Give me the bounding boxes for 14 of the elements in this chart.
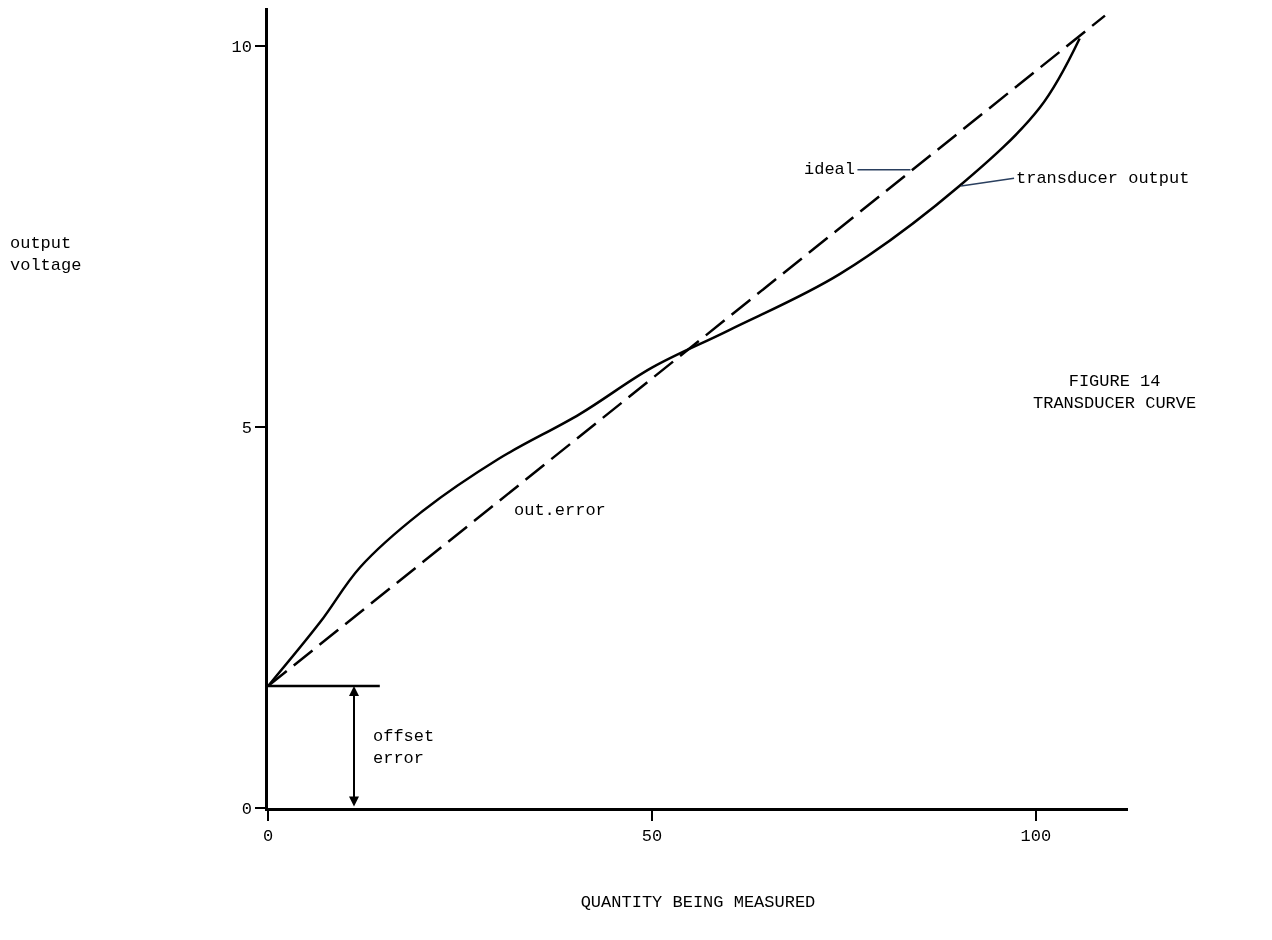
x-tick-label: 0 <box>262 827 274 847</box>
x-axis-title: QUANTITY BEING MEASURED <box>580 892 816 912</box>
y-tick-label: 5 <box>241 419 252 438</box>
annotation: TRANSDUCER CURVE <box>1033 394 1197 414</box>
annotation: out.error <box>514 501 606 520</box>
x-tick-label: 50 <box>641 827 663 847</box>
annotation: FIGURE 14 <box>1068 372 1161 391</box>
text: output voltage <box>10 234 82 276</box>
y-tick-label: 10 <box>231 38 252 58</box>
x-tick-label: 100 <box>1020 827 1052 847</box>
ref-line-label: offset error <box>373 727 435 769</box>
y-tick-label: 0 <box>241 799 252 819</box>
series-label: ideal <box>804 160 856 179</box>
series-label: transducer output <box>1016 169 1190 188</box>
